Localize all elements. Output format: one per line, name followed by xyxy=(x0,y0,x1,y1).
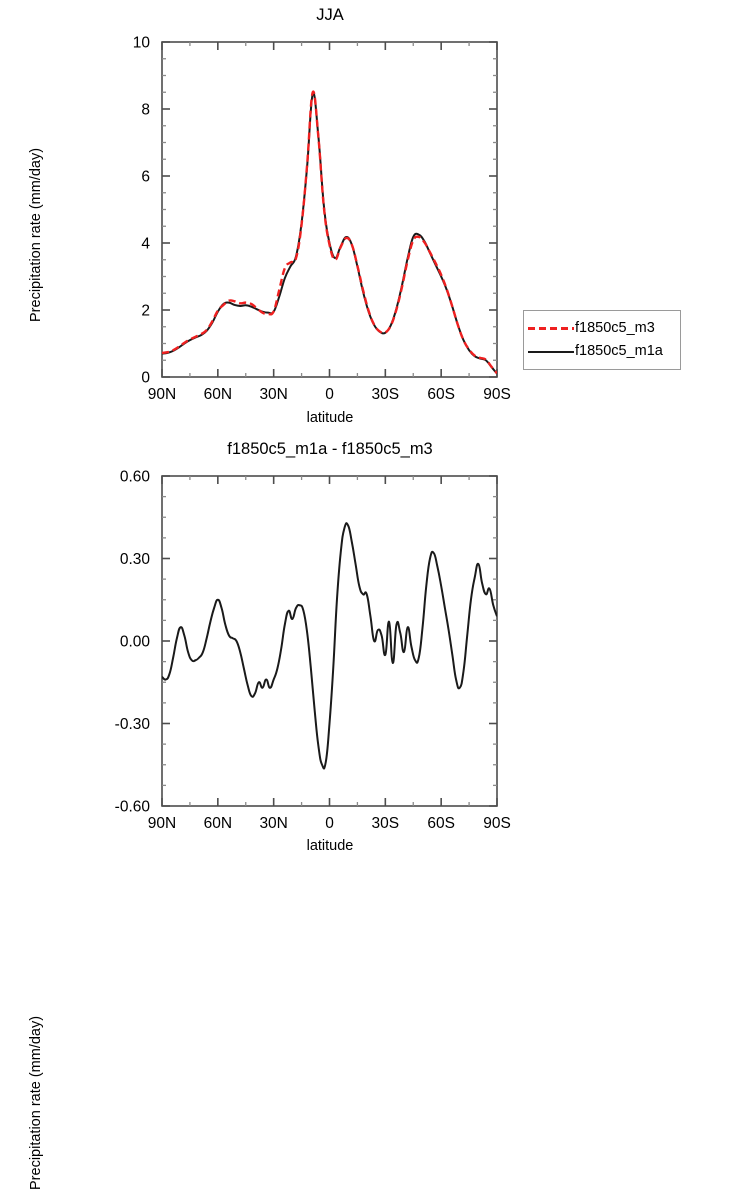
x-tick-label: 30S xyxy=(372,386,400,403)
x-tick-label: 60N xyxy=(204,386,232,403)
y-tick-label: 4 xyxy=(141,236,150,253)
y-tick-label: 6 xyxy=(141,169,150,186)
y-tick-label: 0.00 xyxy=(120,634,151,651)
legend-line-sample-solid-black xyxy=(528,350,574,353)
x-tick-label: 0 xyxy=(325,386,334,403)
legend-item-1: f1850c5_m1a xyxy=(528,340,674,363)
bottom-panel-y-axis-label: Precipitation rate (mm/day) xyxy=(28,1015,44,1190)
series-line-0 xyxy=(162,522,497,770)
legend-label-0: f1850c5_m3 xyxy=(575,320,655,337)
x-tick-label: 0 xyxy=(325,815,334,832)
y-tick-label: 0.30 xyxy=(120,551,151,568)
x-tick-label: 30N xyxy=(259,386,287,403)
y-tick-label: -0.60 xyxy=(115,799,151,816)
y-tick-label: 2 xyxy=(141,303,150,320)
y-tick-label: 10 xyxy=(133,35,151,52)
legend-line-sample-dashed-red xyxy=(528,327,574,330)
x-tick-label: 60N xyxy=(204,815,232,832)
y-tick-label: -0.30 xyxy=(115,716,151,733)
series-line-0 xyxy=(162,92,497,375)
y-tick-label: 0.60 xyxy=(120,469,151,486)
bottom-panel: f1850c5_m1a - f1850c5_m3 Precipitation r… xyxy=(0,432,733,1190)
top-panel-title: JJA xyxy=(316,6,344,24)
y-tick-label: 8 xyxy=(141,102,150,119)
top-panel: JJA Precipitation rate (mm/day) latitude… xyxy=(0,0,733,432)
x-tick-label: 30N xyxy=(259,815,287,832)
legend: f1850c5_m3 f1850c5_m1a xyxy=(523,310,681,370)
legend-label-1: f1850c5_m1a xyxy=(575,343,663,360)
y-tick-label: 0 xyxy=(141,370,150,387)
x-tick-label: 30S xyxy=(372,815,400,832)
x-tick-label: 60S xyxy=(427,815,455,832)
x-tick-label: 90S xyxy=(483,815,511,832)
x-tick-label: 90S xyxy=(483,386,511,403)
top-panel-x-axis-label: latitude xyxy=(306,410,354,426)
x-tick-label: 90N xyxy=(148,386,176,403)
bottom-panel-x-axis-label: latitude xyxy=(306,838,354,854)
x-tick-label: 60S xyxy=(427,386,455,403)
series-line-1 xyxy=(162,90,497,375)
bottom-panel-plot: 90N 60N 30N 0 30S 60S 90S -0.60 -0.30 0.00 0.30 0.6… xyxy=(115,469,511,833)
x-tick-label: 90N xyxy=(148,815,176,832)
bottom-panel-title: f1850c5_m1a - f1850c5_m3 xyxy=(227,440,433,458)
legend-item-0: f1850c5_m3 xyxy=(528,317,674,340)
top-panel-plot: 90N 60N 30N 0 30S 60S 90S 0 2 4 6 8 10 xyxy=(133,35,511,404)
